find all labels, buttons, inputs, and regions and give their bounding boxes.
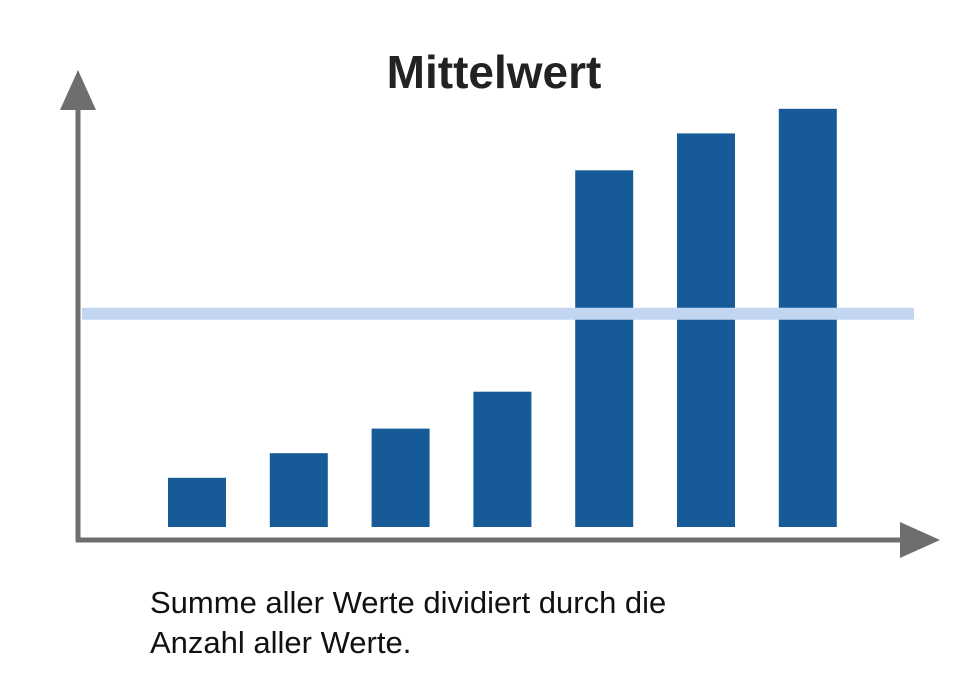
bar-2 bbox=[269, 453, 328, 527]
caption-line-1: Summe aller Werte dividiert durch die bbox=[150, 585, 667, 620]
caption: Summe aller Werte dividiert durch die An… bbox=[150, 583, 850, 663]
bar-4 bbox=[473, 391, 532, 527]
bar-5 bbox=[575, 170, 634, 528]
mean-line bbox=[82, 307, 914, 320]
x-axis-arrow-icon bbox=[900, 522, 940, 558]
y-axis-arrow-icon bbox=[60, 70, 96, 110]
bar-6 bbox=[677, 133, 735, 527]
caption-line-2: Anzahl aller Werte. bbox=[150, 625, 412, 660]
bar-3 bbox=[371, 428, 430, 527]
bars-group bbox=[168, 108, 837, 528]
bar-1 bbox=[168, 477, 226, 527]
chart-title: Mittelwert bbox=[387, 46, 602, 98]
